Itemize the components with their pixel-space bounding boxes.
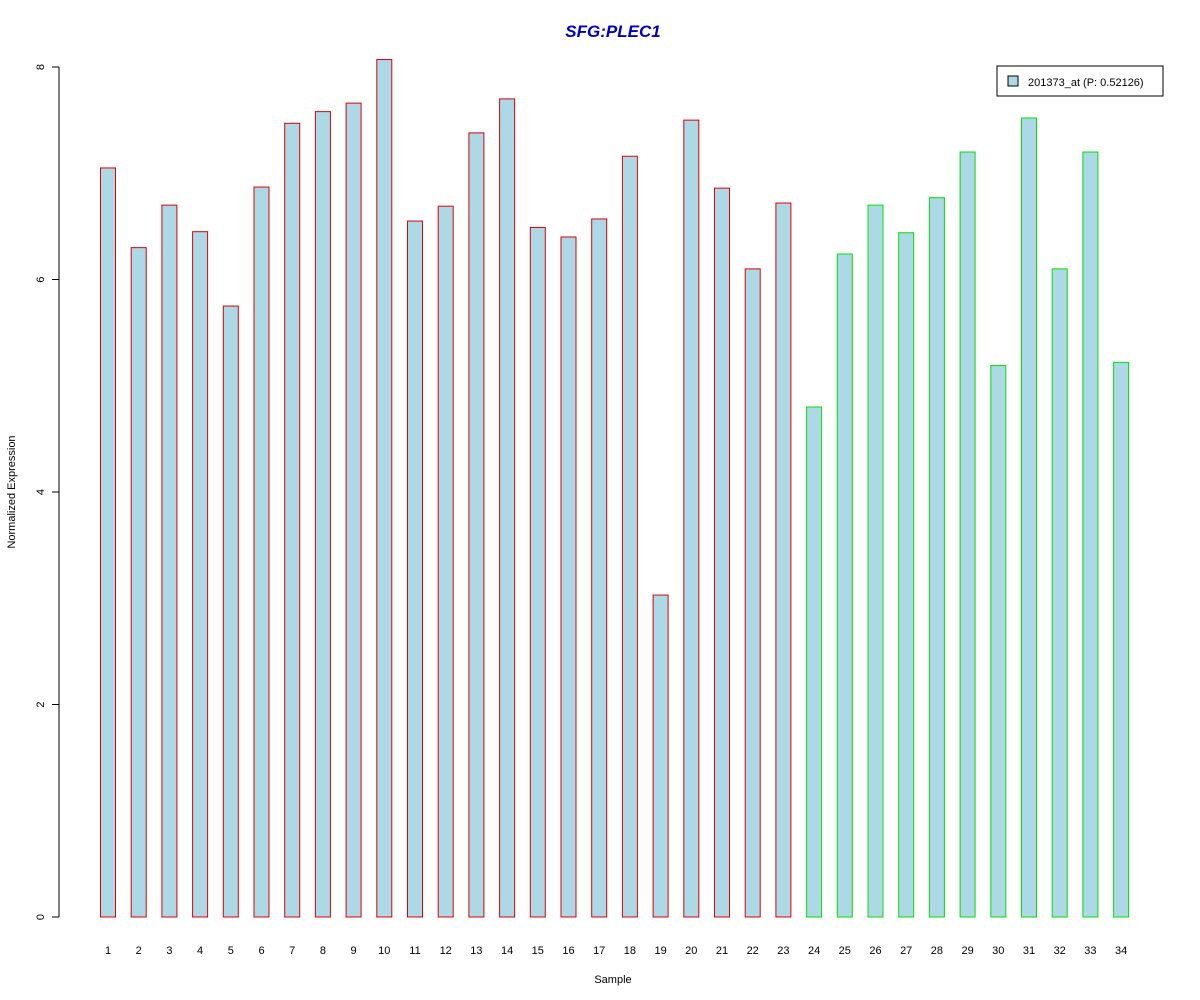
legend-label: 201373_at (P: 0.52126) [1028, 77, 1144, 89]
bar [928, 197, 945, 918]
x-tick-label: 24 [808, 945, 820, 957]
bar [683, 119, 700, 918]
x-tick-label: 23 [777, 945, 789, 957]
bar [836, 253, 853, 918]
legend-box [996, 65, 1164, 97]
bar [591, 218, 608, 918]
x-axis-label: Sample [594, 974, 631, 986]
x-tick-label: 32 [1054, 945, 1066, 957]
x-tick-label: 12 [440, 945, 452, 957]
bar [1113, 361, 1130, 918]
bar [253, 186, 270, 918]
bar [990, 365, 1007, 918]
legend: 201373_at (P: 0.52126) [996, 65, 1164, 97]
bar [959, 151, 976, 918]
x-tick-label: 28 [931, 945, 943, 957]
x-tick-label: 2 [136, 945, 142, 957]
x-tick-label: 11 [409, 945, 420, 957]
y-axis: 0 2 4 6 8 [35, 64, 60, 920]
x-tick-label: 9 [351, 945, 357, 957]
bar [130, 247, 147, 918]
y-axis-label: Normalized Expression [6, 435, 18, 548]
bar [744, 268, 761, 918]
x-tick-label: 10 [378, 945, 390, 957]
bars-group [100, 59, 1130, 918]
bar [714, 187, 730, 918]
x-tick-label: 17 [593, 945, 605, 957]
bar [560, 236, 577, 918]
x-tick-label: 21 [716, 945, 728, 957]
x-tick-label: 18 [624, 945, 636, 957]
bar [1051, 268, 1068, 918]
x-tick-label: 15 [532, 945, 544, 957]
y-tick-label: 2 [35, 701, 47, 707]
bar [161, 204, 178, 918]
chart-title: SFG:PLEC1 [565, 22, 660, 41]
bar [775, 202, 792, 918]
bar [1082, 151, 1099, 918]
bar [314, 111, 331, 918]
bar [100, 167, 116, 918]
x-tick-label: 4 [197, 945, 203, 957]
x-tick-label: 22 [747, 945, 759, 957]
x-tick-label: 30 [992, 945, 1004, 957]
x-tick-label: 19 [654, 945, 666, 957]
x-tick-label: 26 [869, 945, 881, 957]
x-tick-label: 27 [900, 945, 912, 957]
bar [407, 220, 423, 918]
bar [652, 594, 669, 918]
bar [345, 102, 362, 918]
x-tick-label: 8 [320, 945, 326, 957]
x-tick-label: 3 [166, 945, 172, 957]
x-tick-label: 6 [258, 945, 264, 957]
y-tick-label: 6 [35, 276, 47, 282]
x-tick-label: 31 [1023, 945, 1035, 957]
bar [284, 122, 301, 918]
x-tick-label: 25 [839, 945, 851, 957]
bar [192, 231, 209, 918]
bar [867, 204, 884, 918]
x-tick-label: 29 [961, 945, 973, 957]
bar [806, 406, 823, 918]
bar [1021, 117, 1037, 918]
x-tick-label: 33 [1084, 945, 1096, 957]
bar [376, 59, 393, 918]
x-tick-label: 16 [562, 945, 574, 957]
x-tick-label: 13 [470, 945, 482, 957]
y-tick-label: 8 [35, 64, 47, 70]
x-tick-label: 1 [105, 945, 111, 957]
x-tick-label: 14 [501, 945, 513, 957]
x-tick-labels: 1 2 3 4 5 6 7 8 9 10 11 12 13 14 15 16 17 18 19 20 21 22 23 24 2… [105, 945, 1127, 957]
x-tick-label: 20 [685, 945, 697, 957]
x-tick-label: 5 [228, 945, 234, 957]
bar [499, 98, 516, 918]
x-tick-label: 7 [289, 945, 295, 957]
bar [529, 226, 546, 918]
y-tick-label: 4 [35, 489, 47, 495]
bar [898, 232, 915, 918]
bar [437, 205, 454, 918]
bar [468, 132, 485, 918]
legend-swatch [1007, 75, 1019, 87]
y-tick-label: 0 [35, 914, 47, 920]
x-tick-label: 34 [1115, 945, 1127, 957]
bar [222, 305, 239, 918]
bar [621, 155, 638, 918]
